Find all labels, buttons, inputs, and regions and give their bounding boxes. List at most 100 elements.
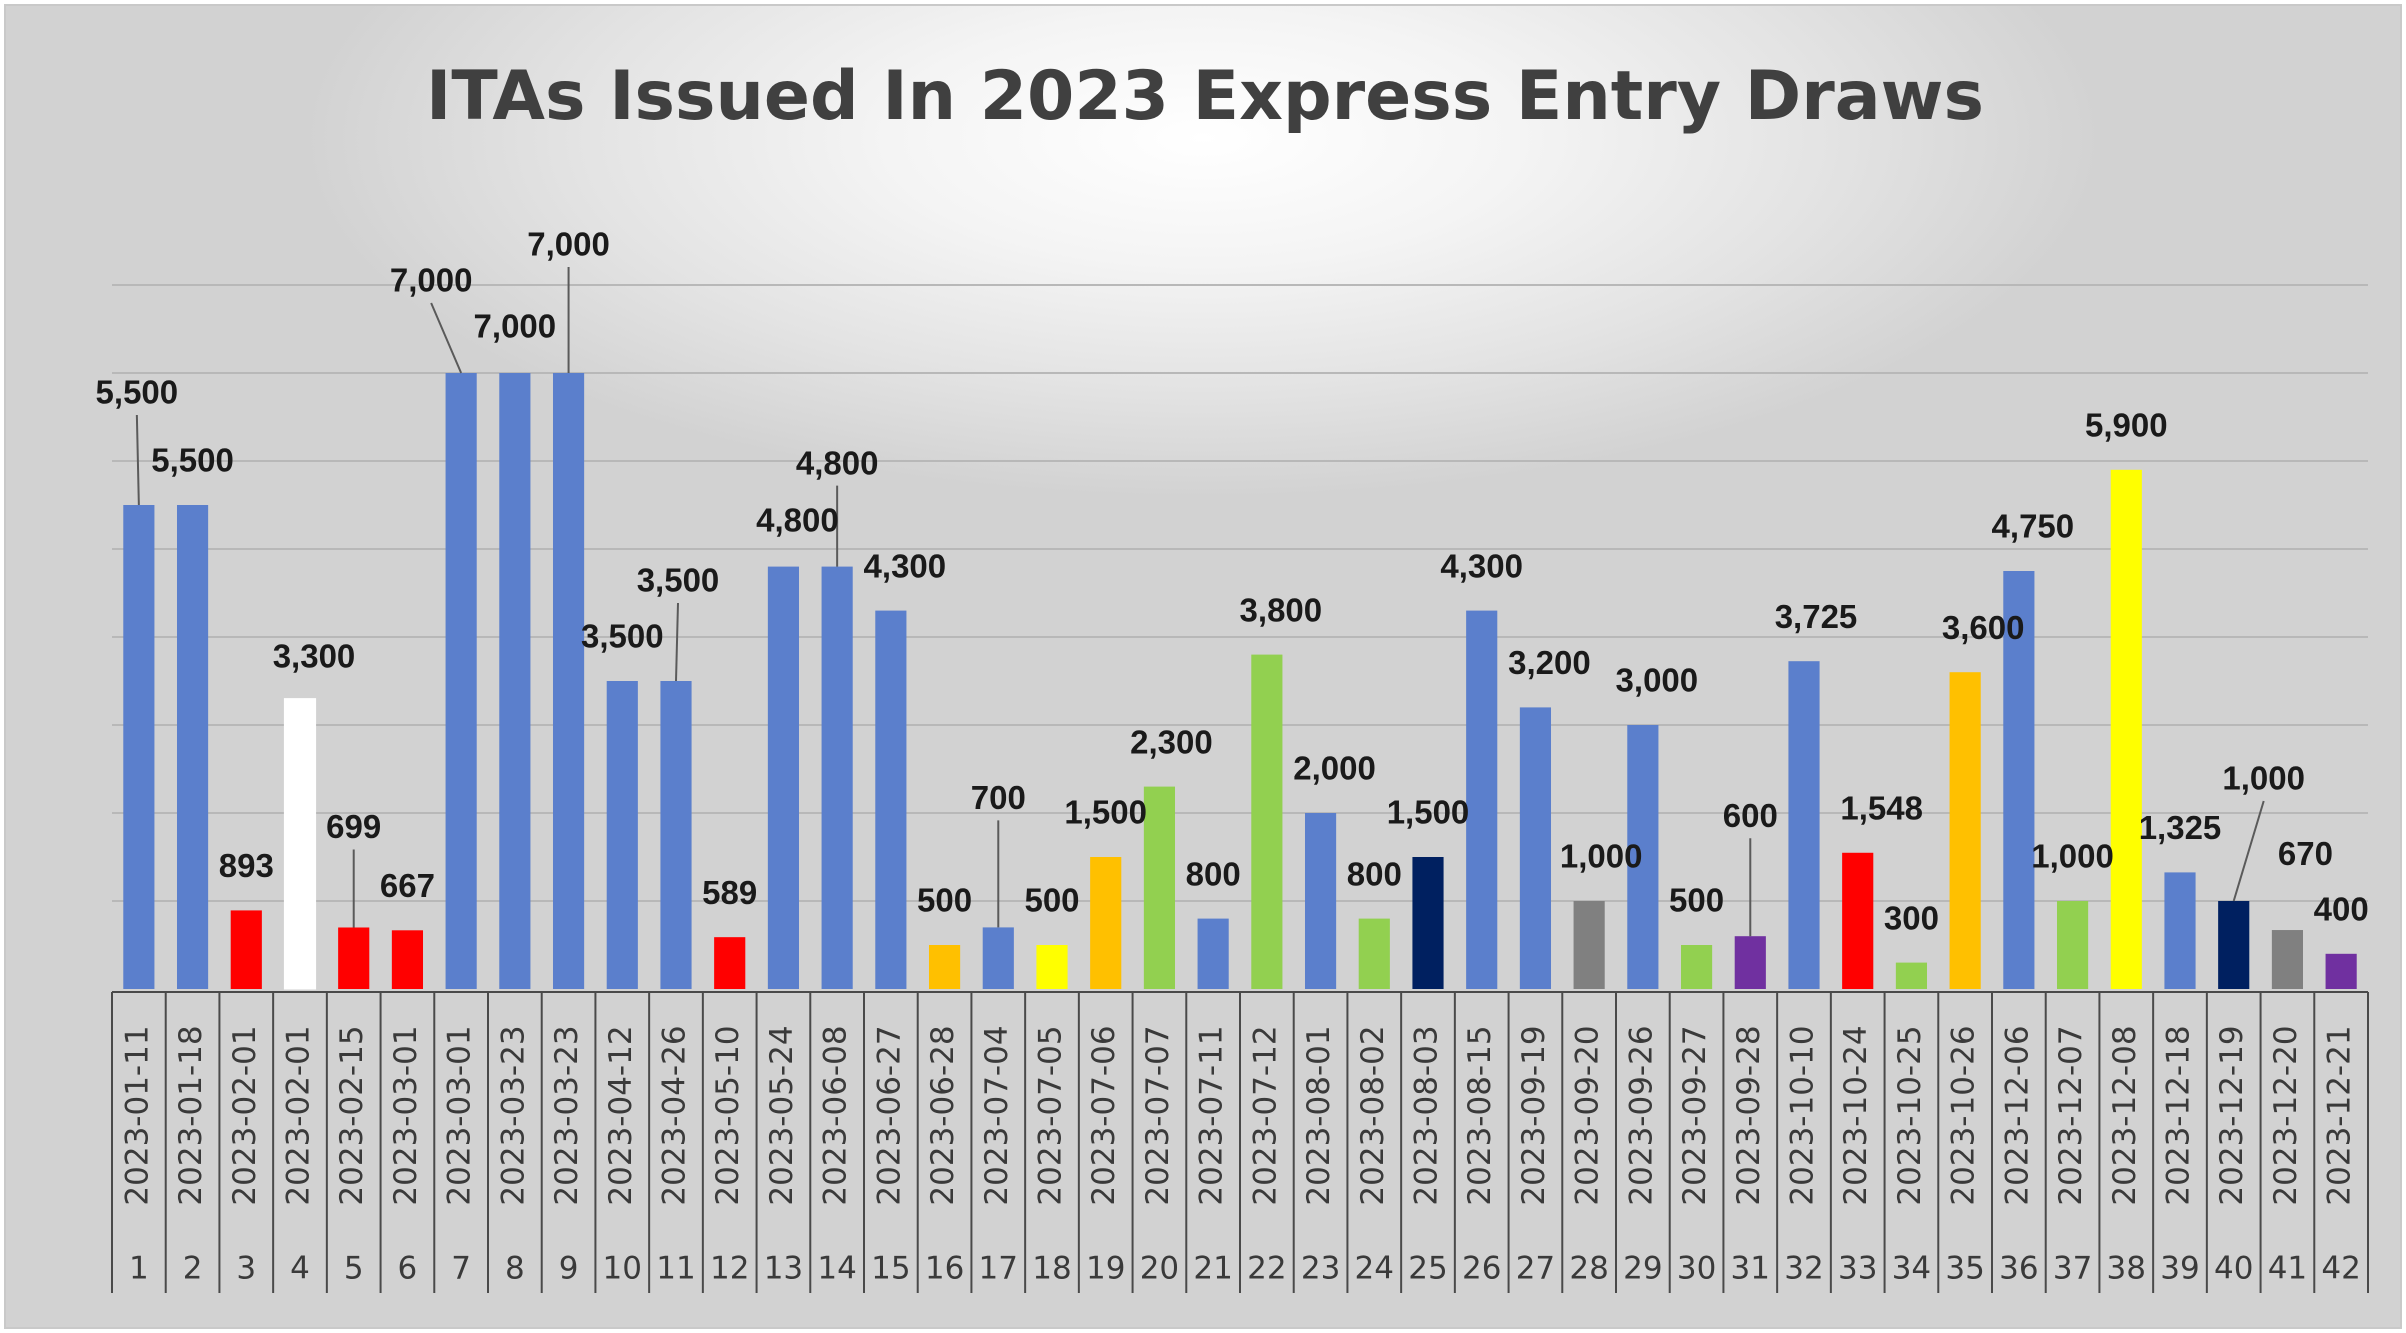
bar (1573, 901, 1605, 989)
x-tick-index: 1 (129, 1251, 149, 1287)
bar (767, 566, 800, 989)
x-tick-date: 2023-07-11 (1194, 1025, 1230, 1205)
x-tick-index: 6 (398, 1251, 418, 1287)
data-label: 4,300 (864, 547, 947, 584)
x-tick-index: 20 (1140, 1251, 1179, 1287)
x-tick-index: 29 (1623, 1251, 1662, 1287)
data-label: 7,000 (390, 262, 473, 299)
bar (230, 910, 262, 989)
data-label: 1,000 (2222, 760, 2305, 797)
x-tick-index: 42 (2321, 1251, 2360, 1287)
x-tick-date: 2023-08-01 (1301, 1025, 1337, 1205)
bar (2056, 901, 2089, 989)
x-tick-index: 3 (236, 1251, 256, 1287)
data-label: 7,000 (474, 308, 557, 345)
x-tick-date: 2023-03-01 (388, 1025, 424, 1205)
x-tick-index: 22 (1247, 1251, 1286, 1287)
bar (123, 505, 155, 989)
x-tick-date: 2023-12-21 (2322, 1025, 2358, 1205)
data-label: 1,000 (2031, 838, 2114, 875)
data-label: 400 (2314, 891, 2369, 928)
data-label: 3,800 (1240, 591, 1323, 628)
x-tick-index: 8 (505, 1251, 525, 1287)
data-label: 600 (1723, 797, 1778, 834)
x-tick-date: 2023-09-19 (1516, 1025, 1552, 1205)
grid-layer (112, 284, 2368, 902)
x-tick-index: 38 (2107, 1251, 2146, 1287)
x-tick-date: 2023-12-06 (1999, 1025, 2035, 1205)
x-tick-date: 2023-06-08 (818, 1025, 854, 1205)
x-tick-index: 34 (1892, 1251, 1931, 1287)
x-tick-index: 18 (1032, 1251, 1071, 1287)
bar (821, 566, 853, 989)
x-tick-index: 11 (656, 1251, 695, 1287)
x-tick-date: 2023-08-02 (1355, 1025, 1391, 1205)
x-tick-index: 13 (764, 1251, 803, 1287)
x-tick-index: 19 (1086, 1251, 1125, 1287)
data-label: 1,325 (2139, 809, 2222, 846)
x-tick-date: 2023-04-26 (657, 1025, 693, 1205)
bar (1680, 945, 1713, 989)
data-label: 589 (702, 874, 757, 911)
bar (338, 927, 370, 989)
data-label: 3,725 (1775, 598, 1858, 635)
data-label: 4,800 (796, 444, 879, 481)
x-tick-date: 2023-12-18 (2161, 1025, 2197, 1205)
bar (1304, 813, 1337, 989)
bar (391, 930, 424, 989)
data-label: 3,500 (637, 562, 720, 599)
x-tick-date: 2023-05-10 (710, 1025, 746, 1205)
label-leader-line (135, 414, 140, 506)
data-label: 4,750 (1992, 508, 2075, 545)
x-tick-date: 2023-08-03 (1409, 1025, 1445, 1205)
bar (1090, 857, 1122, 989)
leader-layer (135, 267, 2265, 937)
x-tick-index: 5 (344, 1251, 364, 1287)
x-tick-date: 2023-03-01 (442, 1025, 478, 1205)
x-tick-index: 15 (871, 1251, 910, 1287)
x-tick-index: 30 (1677, 1251, 1716, 1287)
data-label: 4,800 (756, 501, 839, 538)
data-label: 4,300 (1440, 547, 1523, 584)
bar (1788, 661, 1820, 989)
bar (2110, 469, 2142, 989)
bar (1197, 918, 1229, 989)
labels-layer: 5,5005,5008933,3006996677,0007,0007,0003… (96, 226, 2369, 937)
data-label: 5,500 (96, 374, 179, 411)
x-tick-date: 2023-12-07 (2053, 1025, 2089, 1205)
chart-title: ITAs Issued In 2023 Express Entry Draws (426, 57, 1984, 136)
bar (283, 698, 317, 990)
data-label: 1,500 (1064, 794, 1147, 831)
bar (1519, 707, 1552, 989)
data-label: 1,000 (1560, 838, 1643, 875)
bar (982, 927, 1014, 989)
x-tick-date: 2023-06-27 (871, 1025, 907, 1205)
data-label: 500 (1024, 882, 1079, 919)
label-leader-line (675, 602, 679, 682)
bar (1036, 945, 1068, 989)
x-tick-index: 17 (979, 1251, 1018, 1287)
data-label: 7,000 (527, 226, 610, 263)
x-tick-date: 2023-05-24 (764, 1025, 800, 1205)
x-tick-index: 31 (1731, 1251, 1770, 1287)
x-tick-index: 27 (1516, 1251, 1555, 1287)
bar (176, 505, 209, 989)
x-tick-date: 2023-07-05 (1033, 1025, 1069, 1205)
bar (714, 937, 746, 989)
bar (928, 945, 961, 989)
x-tick-index: 2 (183, 1251, 203, 1287)
bar (2325, 953, 2357, 989)
x-tick-date: 2023-03-23 (495, 1025, 531, 1205)
x-tick-date: 2023-10-10 (1785, 1025, 1821, 1205)
x-tick-index: 16 (925, 1251, 964, 1287)
bar (445, 373, 477, 989)
chart-svg: ITAs Issued In 2023 Express Entry Draws … (96, 57, 2369, 1293)
x-tick-date: 2023-01-18 (173, 1025, 209, 1205)
x-tick-index: 21 (1193, 1251, 1232, 1287)
x-tick-date: 2023-07-07 (1140, 1025, 1176, 1205)
data-label: 1,548 (1840, 789, 1923, 826)
bar (606, 681, 638, 989)
x-tick-date: 2023-02-01 (281, 1025, 317, 1205)
x-tick-index: 10 (603, 1251, 642, 1287)
data-label: 667 (380, 867, 435, 904)
